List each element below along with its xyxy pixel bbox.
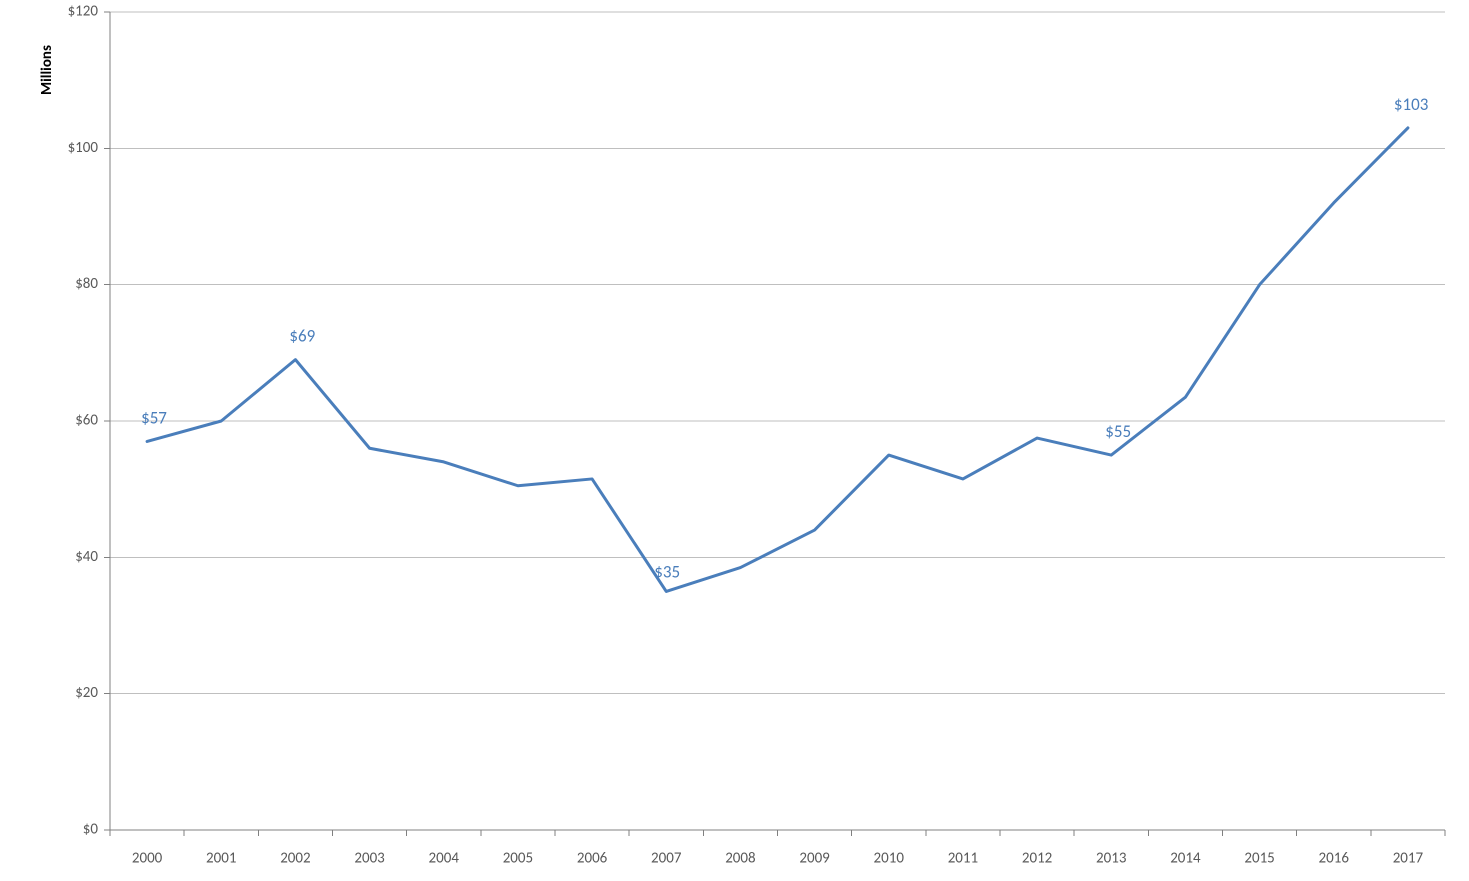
x-tick-label: 2016 xyxy=(1319,849,1350,867)
data-label: $35 xyxy=(654,561,680,582)
series-line xyxy=(147,128,1408,592)
y-tick-label: $100 xyxy=(68,139,99,157)
x-tick-label: 2007 xyxy=(651,849,682,867)
y-tick-label: $20 xyxy=(75,684,98,702)
x-tick-label: 2013 xyxy=(1096,849,1127,867)
x-tick-label: 2002 xyxy=(280,849,310,867)
x-tick-label: 2000 xyxy=(132,849,163,867)
chart-svg: $0 $20 $40 $60 $80 $100 $120 2000 2001 2002 2003 20… xyxy=(0,0,1469,881)
y-tick-label: $120 xyxy=(68,3,99,21)
line-chart: Millions $0 $20 $40 $60 $80 $100 $120 2000 2001 2… xyxy=(0,0,1469,881)
x-tick-label: 2001 xyxy=(206,849,236,867)
x-tick-label: 2004 xyxy=(429,849,460,867)
x-tick-label: 2017 xyxy=(1393,849,1424,867)
x-tick-label: 2005 xyxy=(503,849,533,867)
x-tick-label: 2008 xyxy=(725,849,755,867)
x-tick-label: 2006 xyxy=(577,849,608,867)
y-tick-label: $40 xyxy=(75,548,98,566)
y-tick-label: $80 xyxy=(75,275,98,293)
data-label: $55 xyxy=(1105,421,1131,442)
x-tick-label: 2003 xyxy=(354,849,385,867)
y-axis-title: Millions xyxy=(38,45,56,95)
x-tick-label: 2012 xyxy=(1022,849,1052,867)
x-tick-label: 2009 xyxy=(799,849,830,867)
data-label: $69 xyxy=(289,326,315,347)
x-tick-label: 2014 xyxy=(1170,849,1201,867)
x-tick-label: 2015 xyxy=(1244,849,1274,867)
y-tick-label: $0 xyxy=(83,821,99,839)
data-label: $103 xyxy=(1394,94,1428,115)
y-tick-label: $60 xyxy=(75,412,98,430)
data-label: $57 xyxy=(141,407,167,428)
x-tick-label: 2010 xyxy=(874,849,905,867)
x-tick-label: 2011 xyxy=(948,849,978,867)
